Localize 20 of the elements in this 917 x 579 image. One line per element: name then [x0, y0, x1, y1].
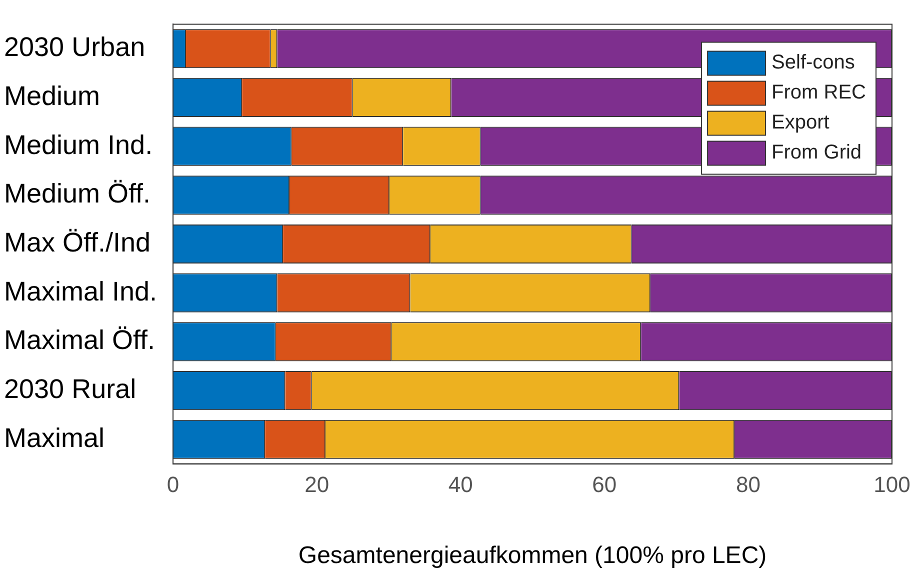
legend-label: From Grid [772, 142, 862, 164]
x-tick-label: 80 [736, 472, 760, 498]
x-axis-title: Gesamtenergieaufkommen (100% pro LEC) [298, 542, 767, 570]
y-tick-label: Medium [4, 80, 100, 111]
legend-label: Export [772, 112, 830, 134]
x-tick-label: 20 [304, 472, 330, 498]
y-tick-label: Medium Öff. [4, 178, 151, 209]
legend-label: Self-cons [772, 52, 855, 74]
x-tick-label: 100 [874, 472, 910, 498]
x-tick-label: 40 [448, 472, 473, 498]
y-tick-label: Maximal [4, 422, 105, 453]
legend-label: From REC [772, 82, 866, 104]
x-tick-label: 0 [166, 472, 180, 498]
y-tick-label: Max Öff./Ind [4, 227, 151, 258]
x-tick-label: 60 [592, 472, 617, 498]
y-tick-label: Maximal Öff. [4, 325, 156, 356]
y-tick-label: 2030 Rural [4, 374, 136, 404]
y-tick-label: 2030 Urban [4, 32, 146, 62]
y-tick-label: Medium Ind. [4, 130, 153, 160]
y-tick-label: Maximal Ind. [4, 276, 158, 306]
